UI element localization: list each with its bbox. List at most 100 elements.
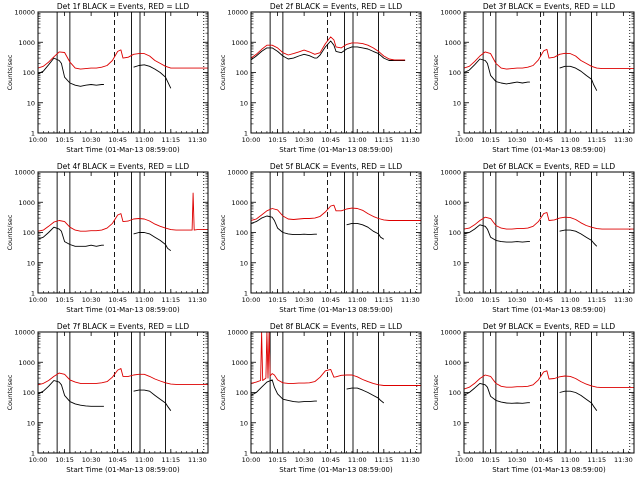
panel-title: Det 4f BLACK = Events, RED = LLD: [57, 162, 190, 171]
x-tick-label: 11:30: [188, 136, 207, 144]
x-tick-label: 11:30: [614, 296, 633, 304]
x-tick-label: 10:45: [321, 136, 340, 144]
panel-det-5: Det 5f BLACK = Events, RED = LLD Counts/s…: [219, 162, 422, 314]
x-axis-label: Start Time (01-Mar-13 08:59:00): [492, 146, 606, 154]
panel-det-8: Det 8f BLACK = Events, RED = LLD Counts/s…: [219, 322, 422, 474]
series-line-events: [559, 65, 598, 91]
series-line-events: [464, 382, 530, 404]
x-tick-label: 11:30: [188, 296, 207, 304]
y-tick-label: 1000: [18, 39, 35, 47]
x-tick-label: 11:15: [587, 456, 606, 464]
y-tick-label: 100: [449, 69, 461, 77]
series-line-events: [346, 387, 385, 404]
x-tick-label: 11:15: [374, 456, 393, 464]
x-axis-label: Start Time (01-Mar-13 08:59:00): [66, 146, 180, 154]
x-tick-label: 10:30: [295, 136, 314, 144]
y-tick-label: 10000: [227, 169, 248, 177]
x-axis-label: Start Time (01-Mar-13 08:59:00): [279, 146, 393, 154]
x-tick-label: 10:15: [55, 136, 74, 144]
x-tick-label: 10:30: [508, 136, 527, 144]
y-tick-label: 1000: [231, 199, 248, 207]
x-tick-label: 11:15: [161, 456, 180, 464]
y-tick-label: 1: [457, 290, 461, 298]
x-tick-label: 10:30: [82, 456, 101, 464]
panel-det-2: Det 2f BLACK = Events, RED = LLD Counts/s…: [219, 2, 422, 154]
panel-title: Det 3f BLACK = Events, RED = LLD: [483, 2, 616, 11]
y-tick-label: 10: [453, 259, 461, 267]
x-tick-label: 11:00: [135, 136, 154, 144]
x-tick-label: 10:15: [55, 296, 74, 304]
x-tick-label: 10:45: [321, 456, 340, 464]
series-line-lld: [38, 49, 208, 70]
y-tick-label: 1000: [444, 199, 461, 207]
x-tick-label: 10:30: [82, 136, 101, 144]
series-line-events: [251, 215, 317, 236]
plot-frame: [37, 11, 209, 134]
y-tick-label: 10000: [14, 169, 35, 177]
y-tick-label: 10: [27, 259, 35, 267]
y-tick-label: 100: [23, 69, 35, 77]
plot-frame: [463, 171, 635, 294]
x-tick-label: 11:00: [348, 296, 367, 304]
panel-det-7: Det 7f BLACK = Events, RED = LLD Counts/s…: [6, 322, 209, 474]
x-tick-label: 10:15: [268, 296, 287, 304]
x-axis-label: Start Time (01-Mar-13 08:59:00): [492, 306, 606, 314]
plot-frame: [250, 171, 422, 294]
series-line-lld: [251, 332, 421, 386]
panel-det-9: Det 9f BLACK = Events, RED = LLD Counts/s…: [432, 322, 635, 474]
series-group: [251, 36, 406, 61]
y-tick-label: 10: [27, 99, 35, 107]
series-line-events: [251, 47, 317, 61]
y-tick-label: 10000: [227, 9, 248, 17]
y-axis-label: Counts/sec: [6, 54, 14, 90]
panel-title: Det 8f BLACK = Events, RED = LLD: [270, 322, 403, 331]
series-line-lld: [464, 212, 634, 230]
y-tick-label: 100: [449, 229, 461, 237]
y-tick-label: 100: [236, 69, 248, 77]
panel-det-6: Det 6f BLACK = Events, RED = LLD Counts/s…: [432, 162, 635, 314]
series-line-events: [133, 389, 172, 411]
y-tick-label: 10: [453, 419, 461, 427]
series-group: [38, 192, 208, 252]
y-tick-label: 10000: [14, 9, 35, 17]
x-tick-label: 10:00: [242, 456, 261, 464]
series-line-events: [316, 40, 406, 61]
series-line-lld: [464, 370, 634, 390]
y-axis-label: Counts/sec: [432, 54, 440, 90]
x-tick-label: 10:45: [321, 296, 340, 304]
x-axis-label: Start Time (01-Mar-13 08:59:00): [279, 306, 393, 314]
y-tick-label: 10: [240, 99, 248, 107]
panel-title: Det 5f BLACK = Events, RED = LLD: [270, 162, 403, 171]
x-tick-label: 11:30: [401, 136, 420, 144]
x-tick-label: 11:15: [587, 296, 606, 304]
y-tick-label: 10: [240, 419, 248, 427]
x-tick-label: 10:00: [455, 136, 474, 144]
y-tick-label: 1: [244, 130, 248, 138]
x-tick-label: 11:15: [161, 296, 180, 304]
y-tick-label: 1: [457, 130, 461, 138]
y-tick-label: 1: [244, 450, 248, 458]
x-tick-label: 11:30: [401, 296, 420, 304]
panel-title: Det 9f BLACK = Events, RED = LLD: [483, 322, 616, 331]
y-tick-label: 100: [23, 389, 35, 397]
series-group: [251, 332, 421, 404]
series-line-events: [38, 57, 104, 87]
x-axis-label: Start Time (01-Mar-13 08:59:00): [66, 306, 180, 314]
y-tick-label: 1000: [18, 359, 35, 367]
panel-det-3: Det 3f BLACK = Events, RED = LLD Counts/s…: [432, 2, 635, 154]
x-tick-label: 10:30: [508, 456, 527, 464]
x-tick-label: 11:30: [401, 456, 420, 464]
series-group: [38, 49, 208, 89]
x-tick-label: 10:45: [534, 296, 553, 304]
y-tick-label: 1000: [444, 39, 461, 47]
x-tick-label: 10:00: [29, 136, 48, 144]
series-group: [251, 204, 421, 240]
series-line-events: [38, 226, 104, 247]
x-tick-label: 10:15: [268, 136, 287, 144]
y-tick-label: 100: [23, 229, 35, 237]
plot-frame: [250, 331, 422, 454]
y-tick-label: 10: [240, 259, 248, 267]
panel-det-1: Det 1f BLACK = Events, RED = LLD Counts/s…: [6, 2, 209, 154]
series-line-events: [559, 390, 598, 411]
x-tick-label: 10:45: [534, 136, 553, 144]
